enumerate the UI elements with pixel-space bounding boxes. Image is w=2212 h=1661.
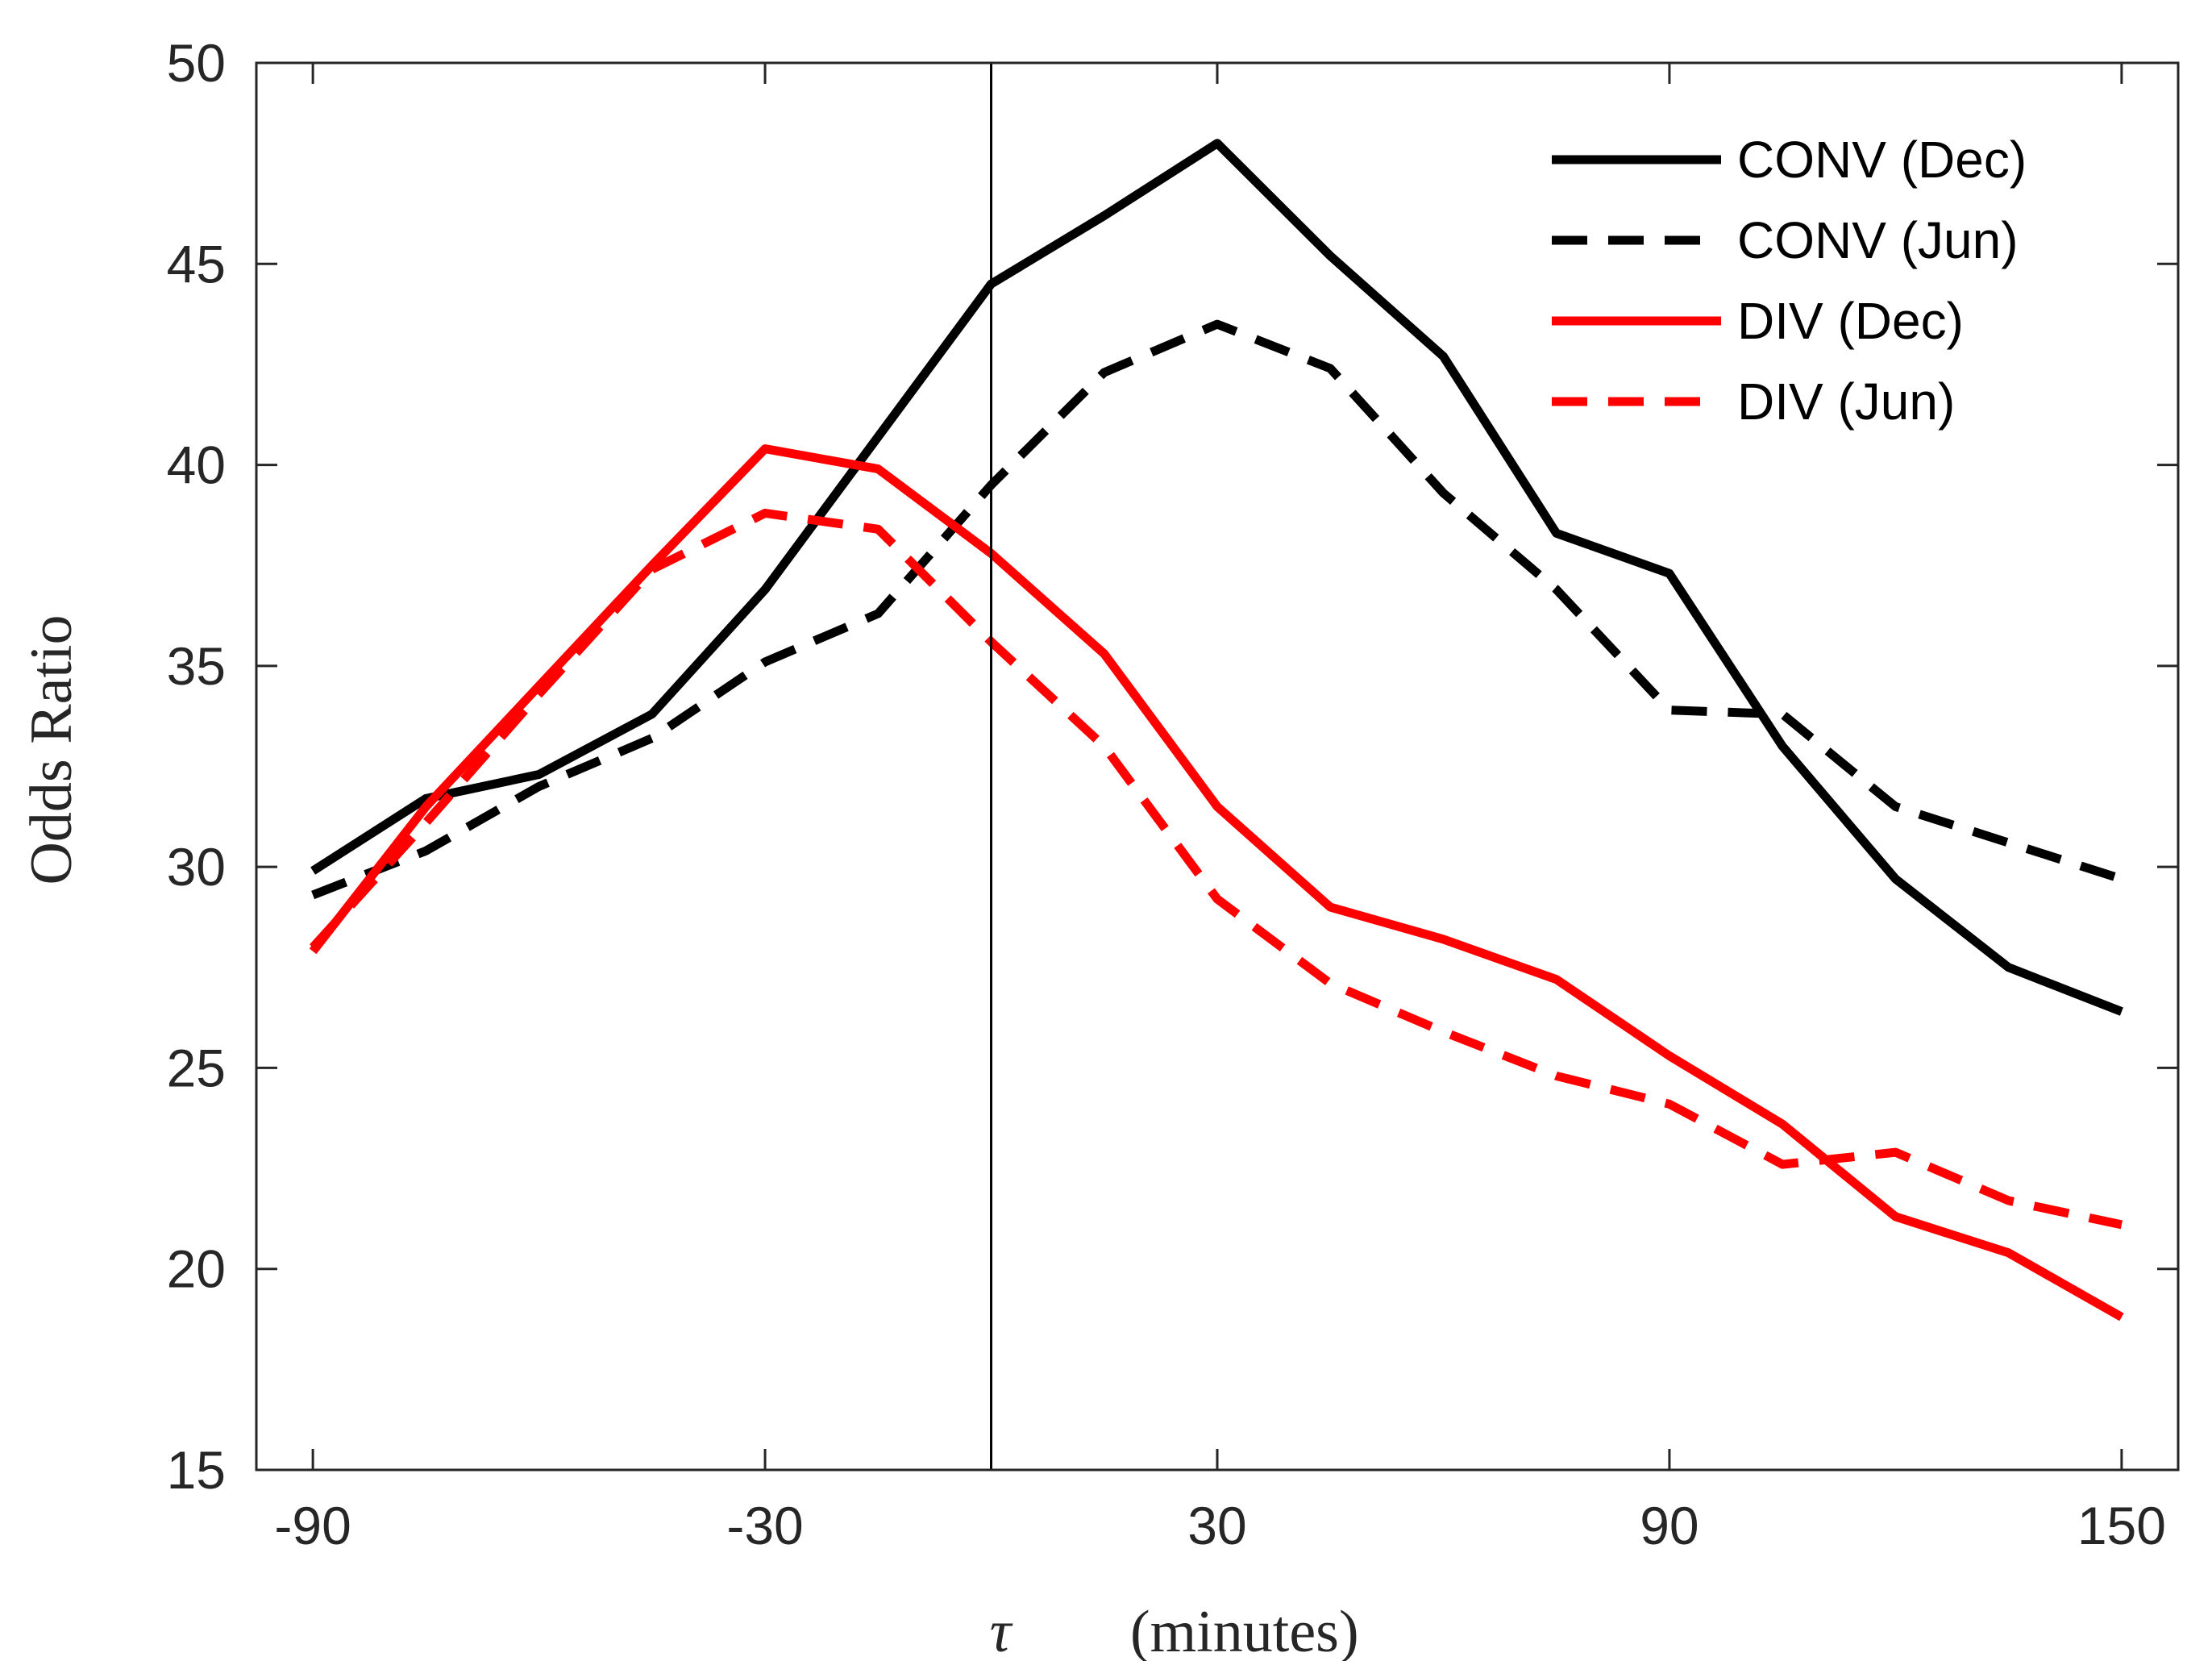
legend-label: DIV (Dec) xyxy=(1737,292,1964,350)
series-layer xyxy=(309,139,2124,1322)
y-tick-label: 25 xyxy=(167,1038,226,1097)
series-line-div-jun xyxy=(310,508,2123,1230)
y-tick-label: 30 xyxy=(167,837,226,897)
y-tick-label: 45 xyxy=(167,234,226,293)
legend-label: CONV (Jun) xyxy=(1737,211,2019,269)
x-tick-label: -90 xyxy=(274,1496,351,1555)
y-tick-label: 20 xyxy=(167,1239,226,1299)
legend: CONV (Dec) CONV (Jun) DIV (Dec) DIV (Jun) xyxy=(1552,131,2027,431)
x-tick-label: -30 xyxy=(726,1496,803,1555)
series-line-conv-dec xyxy=(310,139,2123,1016)
y-tick-label: 15 xyxy=(167,1440,226,1500)
tick-labels: 15 20 25 30 35 40 45 50 -90 -30 30 90 150 xyxy=(167,33,2166,1555)
x-tick-label: 90 xyxy=(1640,1496,1698,1555)
x-tick-label: 30 xyxy=(1187,1496,1246,1555)
y-tick-label: 50 xyxy=(167,33,226,93)
x-axis-label-symbol: τ xyxy=(990,1599,1013,1661)
x-axis-label: (minutes) xyxy=(1130,1599,1359,1661)
y-axis-label: Odds Ratio xyxy=(19,614,85,885)
legend-label: DIV (Jun) xyxy=(1737,373,1955,431)
axis-layer xyxy=(255,61,2180,1472)
legend-label: CONV (Dec) xyxy=(1737,131,2027,189)
y-tick-label: 35 xyxy=(167,636,226,696)
series-line-conv-jun xyxy=(311,319,2123,900)
x-tick-label: 150 xyxy=(2077,1496,2166,1555)
y-tick-label: 40 xyxy=(167,435,226,495)
